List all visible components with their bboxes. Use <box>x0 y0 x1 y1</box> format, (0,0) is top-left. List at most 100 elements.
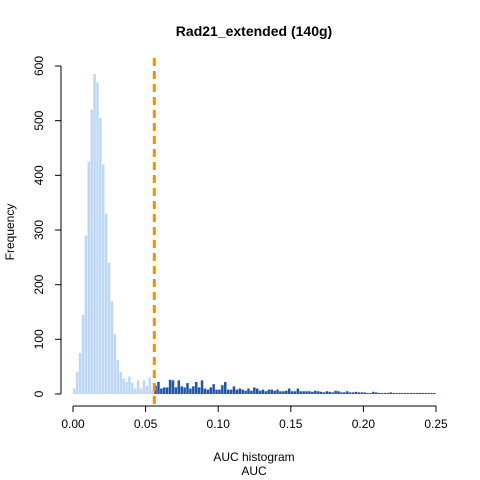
histogram-bar <box>375 392 378 394</box>
histogram-bar <box>104 213 108 394</box>
histogram-bar <box>87 161 91 394</box>
histogram-bar <box>200 380 204 394</box>
histogram-bar <box>255 388 259 394</box>
histogram-bar <box>122 378 125 394</box>
histogram-bar <box>279 391 282 394</box>
histogram-bar <box>84 235 88 394</box>
x-tick-label: 0.15 <box>279 417 303 431</box>
histogram-bar <box>270 389 273 394</box>
x-tick-label: 0.10 <box>207 417 231 431</box>
histogram-bar <box>75 372 79 394</box>
histogram-bar <box>316 391 320 394</box>
x-tick-label: 0.20 <box>352 417 376 431</box>
histogram-bar <box>148 377 151 394</box>
histogram-bar <box>145 385 149 394</box>
y-tick-label: 600 <box>32 56 46 76</box>
histogram-bar <box>372 391 375 394</box>
histogram-bar <box>305 391 308 394</box>
histogram-bar <box>93 74 96 394</box>
histogram-bar <box>136 380 140 394</box>
y-tick-label: 200 <box>32 274 46 294</box>
histogram-bar <box>311 391 314 394</box>
y-axis-label: Frequency <box>3 204 17 261</box>
histogram-bar <box>107 262 111 394</box>
histogram-bar <box>409 392 413 394</box>
histogram-bar <box>290 391 294 394</box>
histogram-bar <box>398 392 401 394</box>
histogram-bar <box>253 387 256 394</box>
histogram-bar <box>380 392 384 394</box>
histogram-bar <box>212 384 215 394</box>
histogram-bar <box>197 387 201 394</box>
x-axis: 0.00 0.05 0.10 0.15 0.20 0.25 <box>61 405 448 431</box>
histogram-bar <box>325 391 329 394</box>
histogram-bar <box>415 392 419 394</box>
histogram-bar <box>383 392 387 394</box>
histogram-bar <box>433 392 436 394</box>
histogram-bar <box>331 392 334 394</box>
histogram-bar <box>389 392 393 394</box>
histogram-bar <box>273 390 276 394</box>
histogram-bar <box>131 383 134 394</box>
histogram-bar <box>401 392 404 394</box>
x-tick-label: 0.25 <box>424 417 448 431</box>
histogram-bar <box>322 392 326 394</box>
histogram-bar <box>224 381 227 394</box>
histogram-bar <box>340 392 343 394</box>
histogram-bar <box>177 380 181 394</box>
histogram-bar <box>139 388 143 394</box>
histogram-bar <box>386 392 390 394</box>
x-axis-sublabel: AUC <box>241 464 267 478</box>
histogram-bar <box>232 386 236 394</box>
x-tick-label: 0.05 <box>134 417 158 431</box>
histogram-bar <box>299 391 303 394</box>
histogram-bar <box>354 391 358 394</box>
histogram-bar <box>430 392 433 394</box>
histogram-bar <box>78 353 82 394</box>
histogram-bars <box>73 74 436 395</box>
histogram-bar <box>287 388 291 394</box>
y-tick-label: 300 <box>32 220 46 240</box>
histogram-bar <box>128 376 131 394</box>
x-axis-label: AUC histogram <box>213 450 294 464</box>
histogram-bar <box>226 389 230 394</box>
y-tick-label: 500 <box>32 110 46 130</box>
histogram-bar <box>250 390 253 394</box>
histogram-bar <box>357 392 361 394</box>
histogram-bar <box>192 386 195 394</box>
histogram-bar <box>102 164 105 394</box>
histogram-bar <box>189 388 192 394</box>
histogram-bar <box>209 387 212 394</box>
histogram-bar <box>308 391 311 394</box>
histogram-bar <box>110 301 114 394</box>
histogram-bar <box>116 360 120 394</box>
histogram-bar <box>99 117 102 395</box>
histogram-bar <box>180 386 183 394</box>
histogram-bar <box>168 379 172 394</box>
histogram-bar <box>345 391 349 394</box>
histogram-bar <box>171 380 175 394</box>
histogram-bar <box>113 333 117 394</box>
histogram-bar <box>334 390 337 394</box>
histogram-bar <box>424 392 427 394</box>
histogram-bar <box>348 392 352 394</box>
histogram-bar <box>421 392 424 394</box>
histogram-bar <box>337 391 340 394</box>
histogram-bar <box>235 389 239 394</box>
histogram-bar <box>412 392 416 394</box>
histogram-bar <box>119 372 122 394</box>
histogram-bar <box>404 392 407 394</box>
histogram-bar <box>261 389 265 394</box>
histogram-bar <box>293 391 297 394</box>
y-tick-label: 100 <box>32 329 46 349</box>
histogram-bar <box>360 392 363 394</box>
histogram-bar <box>221 385 224 394</box>
histogram-bar <box>157 381 160 394</box>
histogram-bar <box>264 391 268 394</box>
histogram-bar <box>218 389 221 394</box>
x-tick-label: 0.00 <box>61 417 85 431</box>
histogram-bar <box>81 314 85 394</box>
histogram-bar <box>366 392 369 394</box>
y-tick-label: 400 <box>32 165 46 185</box>
